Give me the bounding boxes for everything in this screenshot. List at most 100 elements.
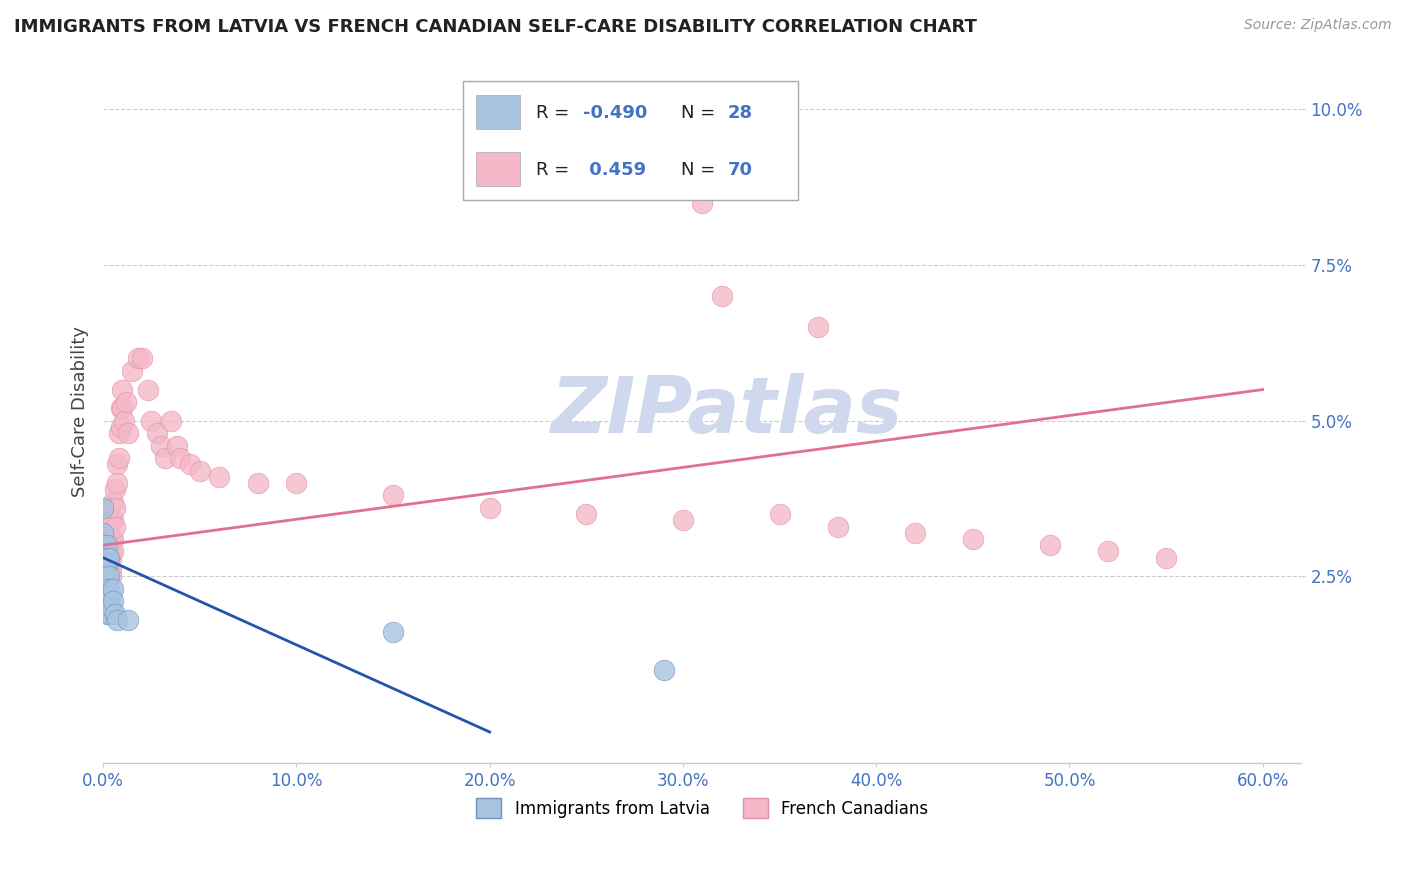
Point: [91, 500, 114, 515]
Point: [768, 507, 790, 521]
Point: [97, 569, 120, 583]
Point: [105, 457, 128, 471]
Point: [101, 544, 124, 558]
Point: [807, 320, 830, 334]
Point: [150, 439, 173, 453]
Point: [96, 569, 118, 583]
Point: [104, 500, 127, 515]
Point: [100, 563, 122, 577]
Point: [97, 538, 120, 552]
Point: [127, 351, 149, 366]
Point: [94, 550, 117, 565]
Point: [188, 463, 211, 477]
Point: [94, 550, 117, 565]
Point: [96, 575, 118, 590]
Point: [100, 532, 122, 546]
Point: [690, 195, 713, 210]
Point: [208, 469, 231, 483]
Point: [827, 519, 849, 533]
Point: [101, 582, 124, 596]
Y-axis label: Self-Care Disability: Self-Care Disability: [72, 326, 89, 497]
Point: [101, 594, 124, 608]
Point: [94, 582, 117, 596]
Point: [100, 600, 122, 615]
Point: [285, 475, 308, 490]
Point: [110, 420, 132, 434]
Point: [97, 582, 120, 596]
Point: [96, 557, 118, 571]
Point: [141, 414, 163, 428]
Point: [382, 488, 405, 502]
Point: [153, 451, 176, 466]
Point: [478, 500, 501, 515]
Point: [96, 544, 118, 558]
Point: [100, 569, 122, 583]
Point: [97, 525, 120, 540]
Point: [112, 414, 135, 428]
Point: [1039, 538, 1062, 552]
Point: [105, 475, 128, 490]
Point: [97, 563, 120, 577]
Point: [97, 607, 120, 621]
Point: [101, 532, 124, 546]
Point: [121, 364, 143, 378]
Point: [104, 482, 127, 496]
Point: [536, 164, 558, 178]
Point: [101, 513, 124, 527]
Point: [97, 500, 120, 515]
Point: [169, 451, 191, 466]
Point: [96, 607, 118, 621]
Point: [159, 414, 181, 428]
Point: [94, 519, 117, 533]
Point: [107, 426, 129, 441]
Point: [107, 451, 129, 466]
Point: [104, 519, 127, 533]
Point: [97, 594, 120, 608]
Point: [904, 525, 927, 540]
Point: [131, 351, 153, 366]
Point: [962, 532, 984, 546]
Point: [111, 401, 134, 416]
Point: [672, 513, 695, 527]
Point: [115, 395, 138, 409]
Point: [575, 507, 598, 521]
Point: [111, 383, 134, 397]
Point: [146, 426, 169, 441]
Point: [652, 663, 675, 677]
Point: [101, 494, 124, 508]
Point: [105, 613, 128, 627]
Point: [94, 538, 117, 552]
Legend: Immigrants from Latvia, French Canadians: Immigrants from Latvia, French Canadians: [470, 791, 935, 825]
Point: [117, 613, 139, 627]
Point: [100, 550, 122, 565]
Text: Source: ZipAtlas.com: Source: ZipAtlas.com: [1244, 18, 1392, 32]
Point: [179, 457, 201, 471]
Point: [96, 550, 118, 565]
Point: [104, 607, 127, 621]
Point: [710, 289, 733, 303]
Point: [96, 538, 118, 552]
Point: [96, 594, 118, 608]
Point: [97, 569, 120, 583]
Text: ZIPatlas: ZIPatlas: [550, 374, 903, 450]
Point: [166, 439, 188, 453]
Point: [97, 550, 120, 565]
Point: [1154, 550, 1177, 565]
Point: [96, 569, 118, 583]
Point: [94, 569, 117, 583]
Point: [100, 513, 122, 527]
Point: [382, 625, 405, 640]
Point: [100, 544, 122, 558]
Point: [96, 557, 118, 571]
Point: [1097, 544, 1119, 558]
Point: [94, 538, 117, 552]
Point: [96, 532, 118, 546]
Point: [117, 426, 139, 441]
Point: [100, 588, 122, 602]
Text: IMMIGRANTS FROM LATVIA VS FRENCH CANADIAN SELF-CARE DISABILITY CORRELATION CHART: IMMIGRANTS FROM LATVIA VS FRENCH CANADIA…: [14, 18, 977, 36]
Point: [96, 582, 118, 596]
Point: [91, 525, 114, 540]
Point: [136, 383, 159, 397]
Point: [97, 550, 120, 565]
Point: [96, 513, 118, 527]
